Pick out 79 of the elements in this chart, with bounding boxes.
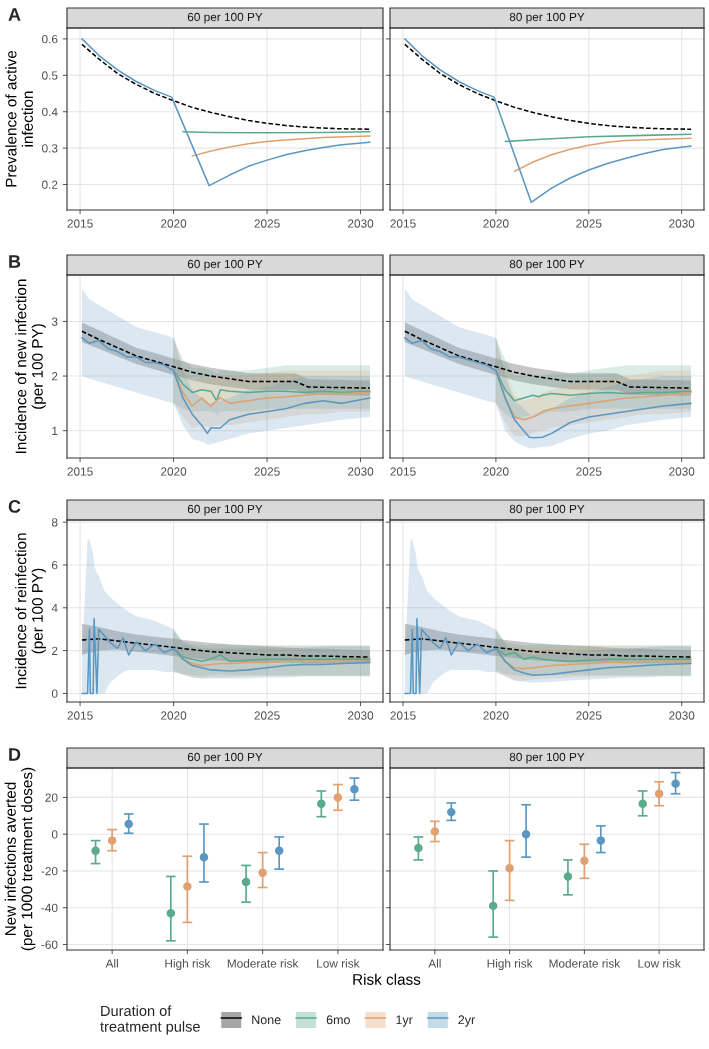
y-tick-label: 20 (45, 793, 58, 802)
chart-title: 60 per 100 PY (187, 259, 263, 271)
x-tick-label: 2020 (161, 711, 187, 720)
chart-title: 80 per 100 PY (509, 504, 585, 516)
x-tick-label: 2015 (390, 711, 416, 720)
x-tick-label: 2015 (67, 467, 93, 476)
y-tick-label: -60 (41, 940, 58, 949)
y-axis-title: Incidence of new infection (per 100 PY) (15, 279, 46, 453)
x-tick-label: 2020 (161, 219, 187, 228)
y-tick-label: 0.2 (42, 180, 58, 189)
line-series (81, 330, 371, 389)
y-tick-label: 4 (51, 603, 58, 613)
x-tick-label: All (428, 959, 441, 968)
text: A (8, 8, 21, 21)
y-axis-title: Incidence of reinfection (per 100 PY) (15, 533, 46, 689)
x-tick-label: 2015 (67, 711, 93, 720)
text: C (8, 500, 21, 513)
x-tick-label: All (105, 959, 118, 968)
x-tick-label: 2030 (669, 711, 695, 720)
x-tick-label: 2015 (67, 219, 93, 228)
line-series (81, 617, 371, 695)
legend-label: 2yr (458, 1015, 475, 1027)
x-tick-label: 2020 (161, 467, 187, 476)
chart-title: 80 per 100 PY (509, 12, 585, 24)
x-tick-label: 2015 (390, 467, 416, 476)
text: D (9, 748, 21, 761)
y-tick-label: 3 (51, 317, 58, 326)
x-tick-label: 2025 (254, 467, 280, 476)
x-tick-label: 2030 (348, 467, 374, 476)
chart-title: 80 per 100 PY (509, 259, 585, 271)
x-tick-label: 2020 (483, 467, 509, 476)
x-tick-label: High risk (487, 959, 533, 971)
line-series (81, 638, 371, 658)
y-tick-label: 1 (52, 426, 58, 435)
x-tick-label: 2030 (348, 711, 374, 720)
legend-label: 1yr (396, 1015, 413, 1027)
y-axis-title: Prevalence of active infection (5, 50, 33, 187)
x-tick-label: 2020 (483, 711, 509, 720)
y-tick-label: -40 (41, 903, 58, 913)
x-tick-label: Low risk (638, 959, 681, 968)
y-tick-label: -20 (41, 866, 58, 876)
legend-label: 6mo (326, 1015, 350, 1025)
legend-title: Duration of treatment pulse (100, 1005, 200, 1035)
line-series (81, 43, 371, 130)
x-tick-label: 2025 (576, 219, 602, 228)
x-tick-label: Moderate risk (227, 959, 299, 968)
x-tick-label: Moderate risk (549, 959, 621, 968)
y-tick-label: 0 (51, 689, 58, 698)
y-axis-title: New infections averted (per 1000 treatment doses) (4, 767, 36, 951)
x-tick-label: 2030 (669, 219, 695, 228)
chart-title: 80 per 100 PY (509, 752, 585, 764)
x-tick-label: 2025 (576, 711, 602, 720)
y-tick-label: 0.4 (42, 107, 58, 117)
chart-title: 60 per 100 PY (187, 12, 263, 24)
x-tick-label: 2025 (254, 711, 280, 720)
line-series (81, 337, 371, 435)
x-axis-title: Risk class (353, 973, 421, 985)
x-tick-label: 2015 (390, 219, 416, 228)
x-tick-label: 2025 (576, 467, 602, 476)
x-tick-label: 2030 (669, 467, 695, 476)
y-tick-label: 8 (51, 518, 58, 527)
y-tick-label: 0 (51, 830, 58, 839)
x-tick-label: 2030 (348, 219, 374, 228)
x-tick-label: 2025 (254, 219, 280, 228)
legend-label: None (252, 1015, 281, 1025)
x-tick-label: Low risk (317, 959, 360, 968)
line-series (81, 38, 371, 187)
y-tick-label: 2 (52, 646, 58, 655)
y-tick-label: 2 (52, 372, 58, 381)
chart-title: 60 per 100 PY (187, 504, 263, 516)
y-tick-label: 0.6 (42, 34, 58, 44)
text: B (9, 255, 21, 268)
y-tick-label: 0.3 (42, 144, 58, 153)
line-series (191, 135, 371, 157)
chart-title: 60 per 100 PY (187, 752, 263, 764)
y-tick-label: 0.5 (42, 71, 58, 80)
x-tick-label: 2020 (483, 219, 509, 228)
x-tick-label: High risk (165, 959, 211, 971)
y-tick-label: 6 (52, 561, 58, 570)
